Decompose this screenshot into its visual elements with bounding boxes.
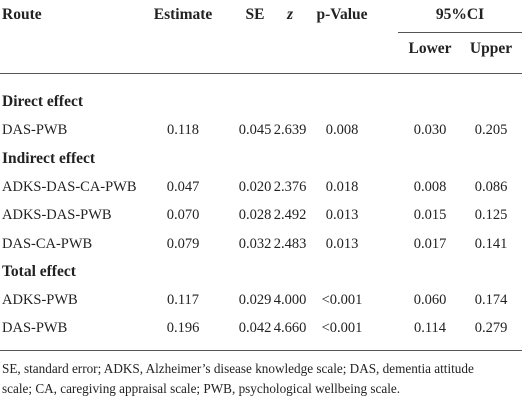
cell: 0.042 <box>238 320 272 337</box>
section-title: Indirect effect <box>2 149 96 167</box>
cell: 0.047 <box>166 178 200 195</box>
cell: <0.001 <box>321 292 363 309</box>
cell: 0.018 <box>325 178 359 195</box>
cell: 0.008 <box>413 178 447 195</box>
section-title: Direct effect <box>2 93 84 110</box>
row-label: DAS-PWB <box>2 320 68 337</box>
ci-column-header: Upper <box>469 40 513 57</box>
column-header: SE <box>245 6 265 23</box>
cell: 0.060 <box>413 292 447 309</box>
cell: <0.001 <box>321 320 363 337</box>
cell: 0.032 <box>238 235 272 252</box>
cell: 0.086 <box>474 178 508 195</box>
bottom-rule <box>0 350 522 351</box>
cell: 0.125 <box>474 207 508 224</box>
cell: 0.029 <box>238 292 272 309</box>
header-rule <box>0 73 522 74</box>
column-header: z <box>286 6 294 23</box>
footnote: scale; CA, caregiving appraisal scale; P… <box>2 381 401 396</box>
row-label: ADKS-DAS-CA-PWB <box>2 178 137 195</box>
cell: 0.008 <box>325 122 359 139</box>
column-header: Route <box>2 6 42 23</box>
cell: 0.279 <box>474 320 508 337</box>
cell: 2.483 <box>273 235 307 252</box>
cell: 0.017 <box>413 235 447 252</box>
cell: 0.013 <box>325 235 359 252</box>
cell: 0.045 <box>238 122 272 139</box>
section-title: Total effect <box>2 262 76 280</box>
cell: 4.660 <box>273 320 307 337</box>
cell: 0.079 <box>166 235 200 252</box>
cell: 0.013 <box>325 207 359 224</box>
cell: 0.118 <box>166 122 200 139</box>
cell: 0.030 <box>413 122 447 139</box>
cell: 0.114 <box>413 320 447 337</box>
cell: 0.141 <box>474 235 508 252</box>
cell: 0.070 <box>166 207 200 224</box>
cell: 2.492 <box>273 207 307 224</box>
cell: 0.117 <box>166 292 200 309</box>
footnote: SE, standard error; ADKS, Alzheimer’s di… <box>2 361 474 376</box>
cell: 2.376 <box>273 178 307 195</box>
cell: 0.174 <box>474 292 508 309</box>
cell: 0.015 <box>413 207 447 224</box>
cell: 4.000 <box>273 292 307 309</box>
cell: 0.196 <box>166 320 200 337</box>
ci-column-header: Lower <box>408 40 452 57</box>
column-header: Estimate <box>153 6 213 23</box>
ci-rule <box>398 32 522 33</box>
cell: 2.639 <box>273 122 307 139</box>
row-label: ADKS-DAS-PWB <box>2 207 112 224</box>
row-label: DAS-CA-PWB <box>2 235 93 252</box>
column-header: 95%CI <box>435 6 485 23</box>
row-label: DAS-PWB <box>2 122 68 139</box>
cell: 0.028 <box>238 207 272 224</box>
row-label: ADKS-PWB <box>2 292 78 309</box>
cell: 0.205 <box>474 122 508 139</box>
cell: 0.020 <box>238 178 272 195</box>
column-header: p-Value <box>316 6 368 23</box>
